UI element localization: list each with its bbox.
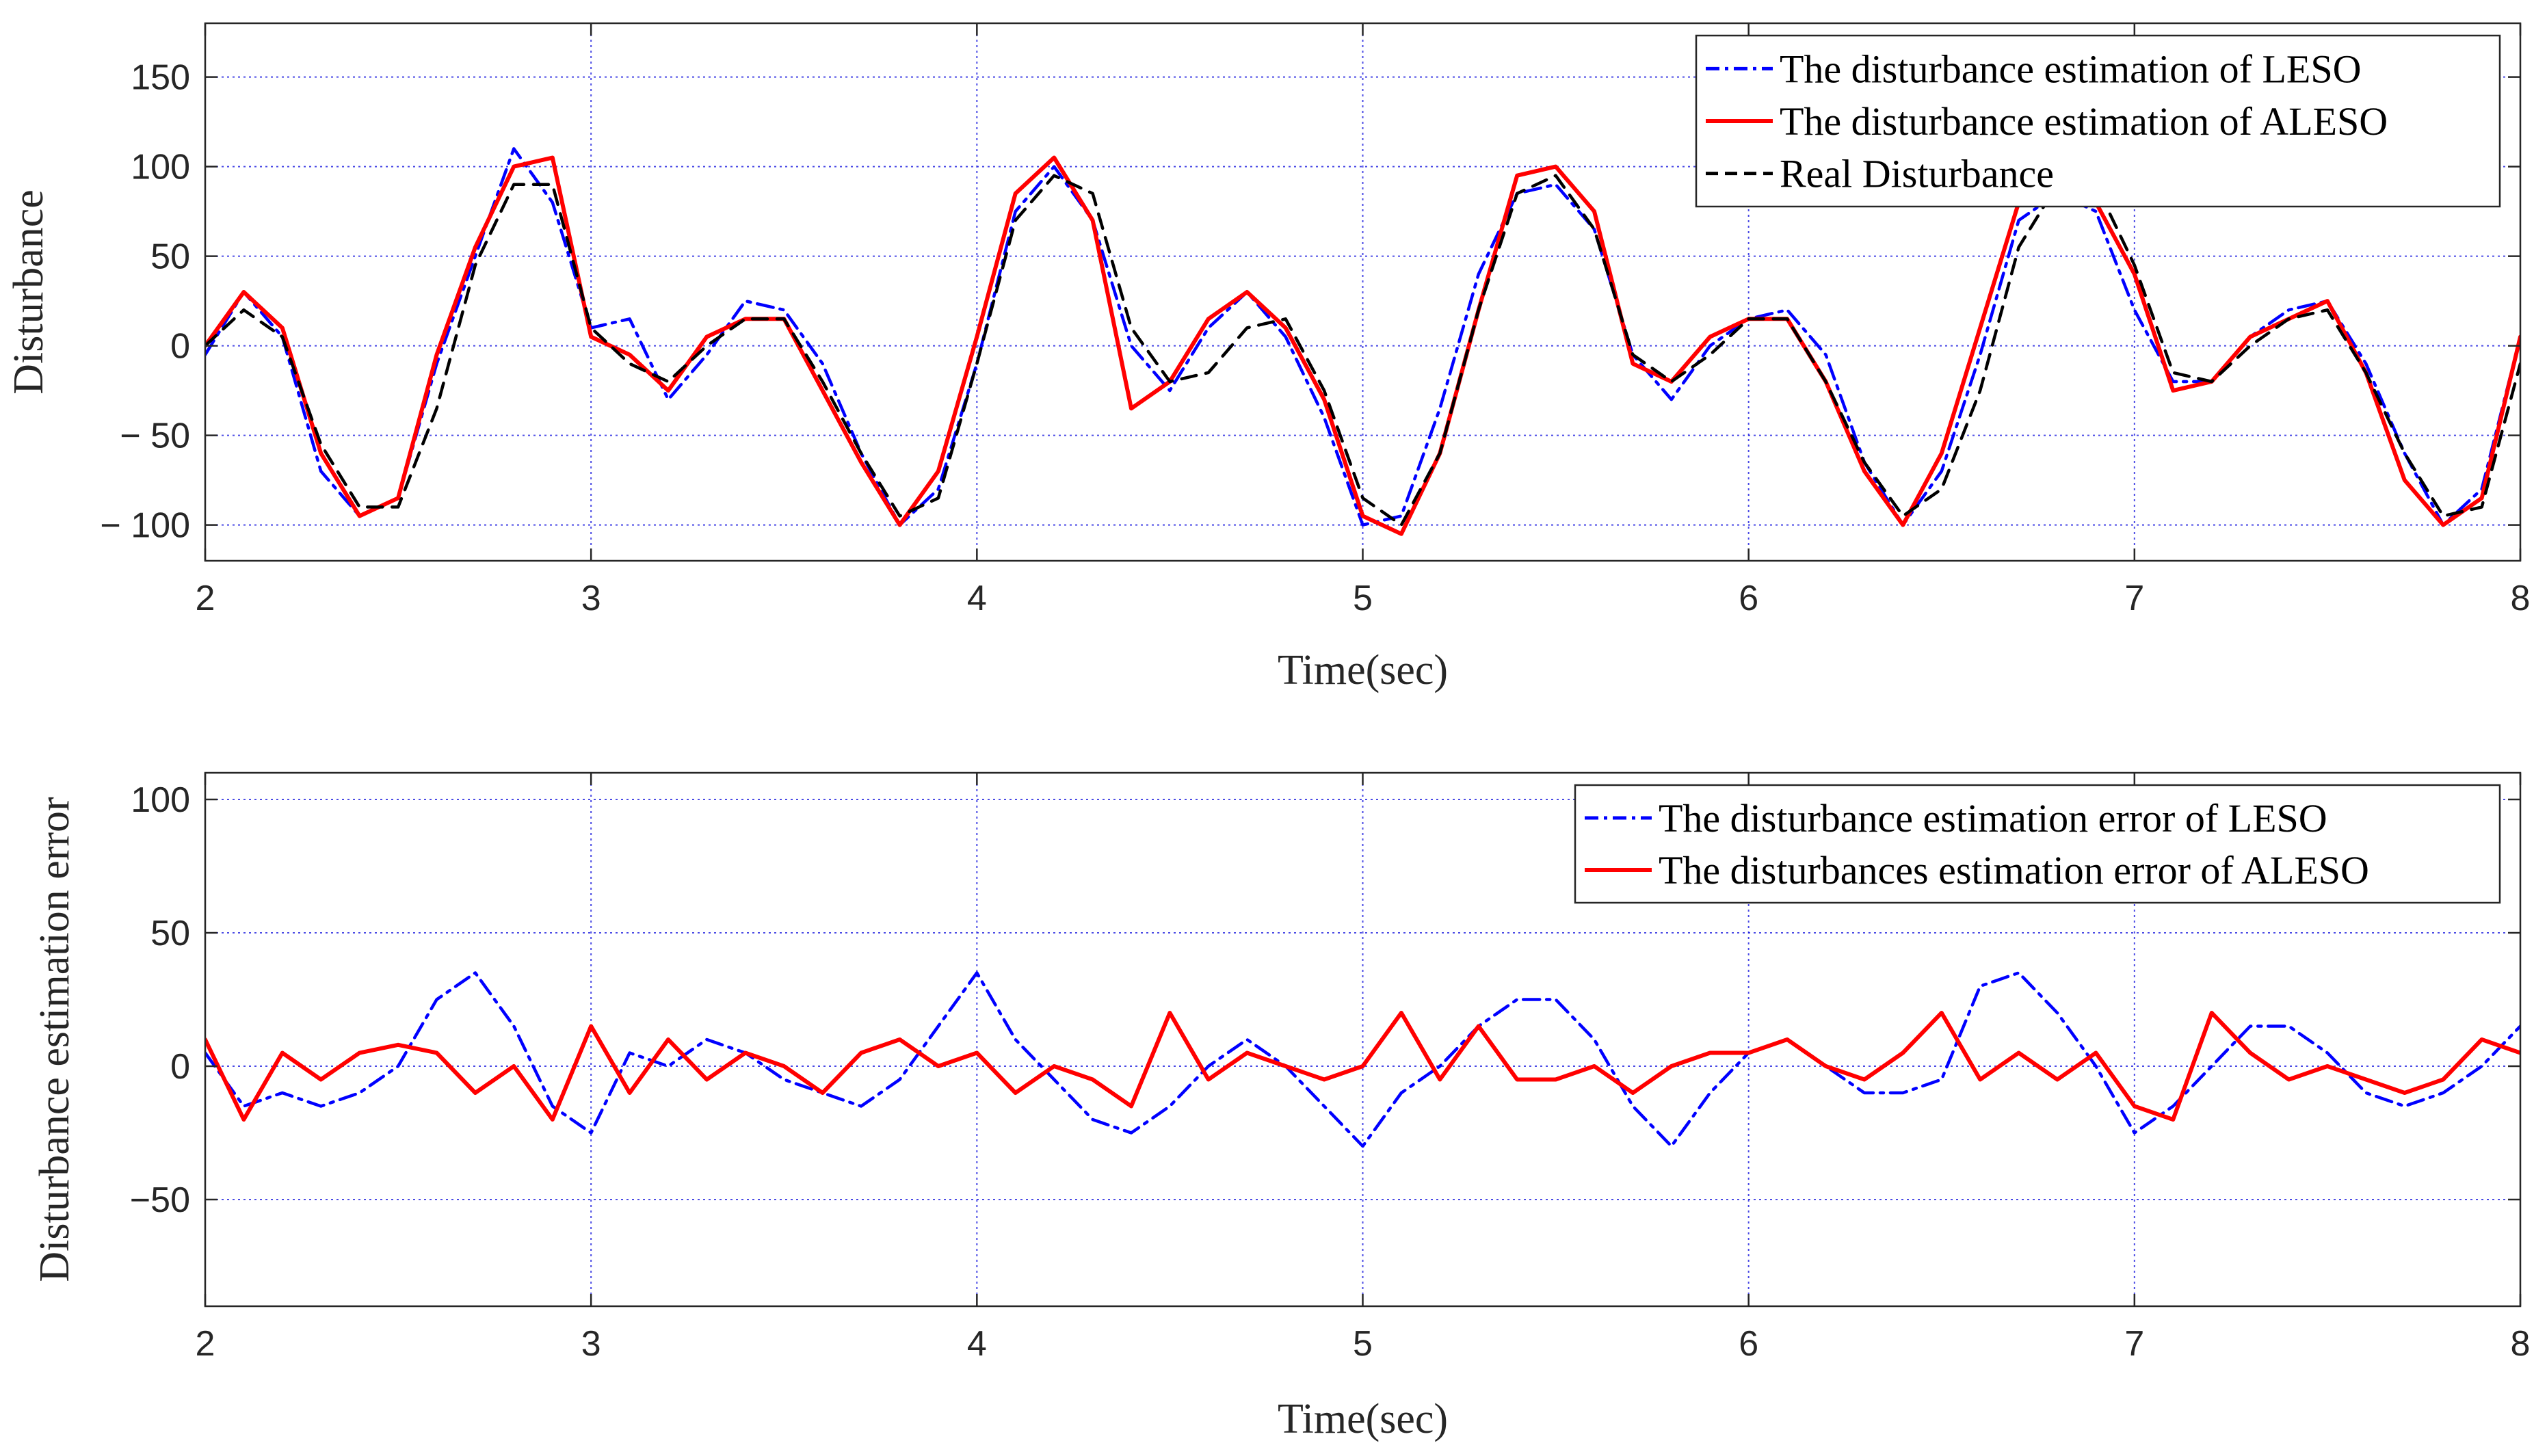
top-y-tick-label: − 50 [120, 416, 190, 456]
bottom-x-tick-label: 3 [581, 1324, 601, 1364]
bottom-x-axis-label: Time(sec) [1278, 1396, 1448, 1442]
top-series-line-2 [205, 155, 2520, 536]
top-series-group [205, 147, 2520, 536]
bottom-y-tick-label: 100 [131, 780, 190, 820]
bottom-legend-label-1: The disturbance estimation error of LESO [1659, 796, 2327, 840]
top-x-tick-label: 4 [967, 579, 987, 618]
top-y-tick-label: 150 [131, 58, 190, 98]
bottom-legend: The disturbance estimation error of LESO… [1574, 784, 2501, 904]
top-panel: 2 3 4 5 6 7 8 − 100 − 50 0 50 100 150 Time(sec) Distur… [5, 22, 2531, 693]
top-legend-box [1695, 34, 2501, 208]
top-y-tick-label: − 100 [100, 506, 190, 546]
top-legend-label-1: The disturbance estimation of LESO [1780, 47, 2361, 91]
top-x-axis-label: Time(sec) [1278, 647, 1448, 693]
top-x-tick-label: 5 [1353, 579, 1373, 618]
top-legend-label-3: Real Disturbance [1780, 152, 2054, 196]
top-y-tick-label: 100 [131, 148, 190, 187]
bottom-x-tick-label: 8 [2511, 1324, 2531, 1364]
bottom-panel: 2 3 4 5 6 7 8 −50 0 50 100 Time(sec) Disturbance est… [31, 771, 2531, 1442]
top-legend-label-2: The disturbance estimation of ALESO [1780, 99, 2388, 144]
bottom-legend-label-2: The disturbances estimation error of ALE… [1659, 848, 2369, 892]
top-x-tick-label: 2 [196, 579, 215, 618]
bottom-legend-box [1574, 784, 2501, 904]
top-x-tick-label: 8 [2511, 579, 2531, 618]
bottom-y-axis-label: Disturbance estimation error [31, 797, 78, 1282]
top-x-tick-label: 7 [2124, 579, 2144, 618]
bottom-x-tick-label: 2 [196, 1324, 215, 1364]
bottom-series-line-1 [205, 971, 2520, 1148]
top-series-line-3 [205, 174, 2520, 527]
bottom-x-tick-label: 4 [967, 1324, 987, 1364]
top-y-tick-label: 50 [150, 237, 190, 277]
bottom-y-tick-label: 50 [150, 914, 190, 953]
bottom-y-tick-label: 0 [170, 1047, 190, 1087]
bottom-x-tick-label: 7 [2124, 1324, 2144, 1364]
bottom-series-group [205, 971, 2520, 1148]
top-y-axis-label: Disturbance [5, 189, 52, 395]
bottom-x-tick-label: 5 [1353, 1324, 1373, 1364]
bottom-y-tick-label: −50 [130, 1180, 190, 1220]
top-x-tick-label: 3 [581, 579, 601, 618]
top-x-tick-label: 6 [1739, 579, 1758, 618]
bottom-x-tick-label: 6 [1739, 1324, 1758, 1364]
top-y-tick-label: 0 [170, 327, 190, 367]
bottom-series-line-2 [205, 1011, 2520, 1122]
top-legend: The disturbance estimation of LESO The di… [1695, 34, 2501, 208]
